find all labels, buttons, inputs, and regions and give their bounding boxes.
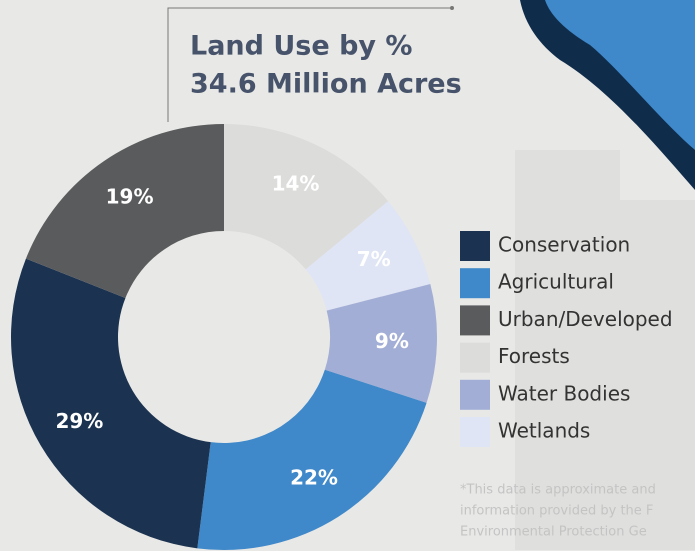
slice — [197, 369, 427, 550]
slice — [25, 124, 224, 298]
footnote-line: information provided by the F — [460, 504, 653, 519]
decor-letter — [515, 150, 695, 550]
legend-swatch — [460, 268, 490, 299]
value-label: 14% — [272, 171, 320, 195]
chart-title: 34.6 Million Acres — [190, 69, 462, 100]
footnote-line: Environmental Protection Ge — [460, 525, 647, 540]
legend-swatch — [460, 379, 490, 410]
value-label: 19% — [106, 185, 154, 209]
title-bracket — [167, 7, 452, 122]
slice — [305, 201, 431, 311]
slice — [224, 124, 389, 270]
value-label: 22% — [290, 465, 338, 489]
value-label: 29% — [55, 409, 103, 433]
legend-swatch — [460, 231, 490, 261]
value-label: 7% — [357, 247, 391, 271]
legend-label: Agricultural — [498, 270, 614, 294]
footnote: *This data is approximate and informatio… — [460, 483, 656, 540]
chart-title: Land Use by % — [190, 31, 412, 62]
footnote-line: *This data is approximate and — [460, 483, 656, 498]
legend-swatch — [460, 417, 490, 447]
slice — [324, 284, 437, 403]
value-label: 9% — [375, 329, 409, 353]
legend-swatch — [460, 342, 490, 373]
legend-label: Conservation — [498, 233, 630, 257]
legend-label: Wetlands — [498, 419, 590, 443]
legend-label: Water Bodies — [498, 381, 630, 405]
legend-label: Forests — [498, 344, 570, 368]
decor-shape — [545, 0, 695, 150]
bracket-dot — [450, 6, 454, 10]
legend-label: Urban/Developed — [498, 307, 673, 331]
legend-swatch — [460, 305, 490, 336]
slice — [11, 258, 211, 549]
